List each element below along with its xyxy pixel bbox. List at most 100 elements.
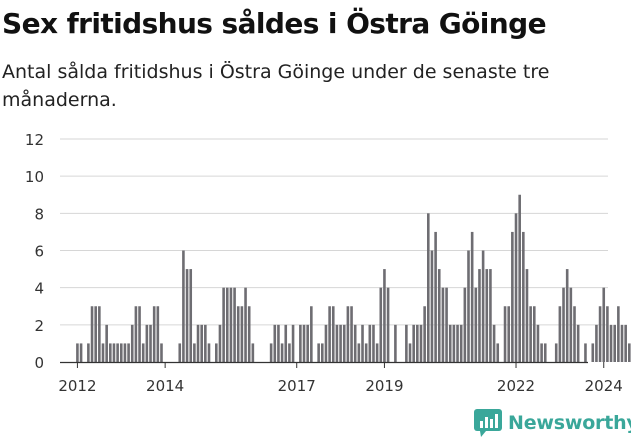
data-bar (269, 343, 273, 362)
data-bar (233, 287, 236, 362)
data-bar (145, 324, 149, 362)
data-bar (565, 269, 569, 362)
data-bar (207, 343, 211, 362)
data-bar (379, 287, 383, 362)
y-tick-label: 2 (34, 317, 44, 335)
data-bar (459, 324, 463, 362)
y-tick-label: 0 (34, 354, 44, 372)
data-bar (503, 306, 507, 362)
data-bar (204, 324, 207, 362)
data-bar (79, 343, 83, 362)
data-bar (321, 343, 324, 362)
data-bar (489, 269, 492, 362)
data-bar (339, 324, 342, 362)
data-bar (240, 306, 244, 362)
data-bar (525, 269, 529, 362)
data-bar (529, 306, 532, 362)
data-bar (445, 287, 448, 362)
data-bar (554, 343, 558, 362)
data-bar (427, 213, 430, 362)
data-bar (222, 287, 225, 362)
data-bar (328, 306, 331, 362)
data-bar (291, 324, 295, 362)
data-bar (105, 324, 108, 362)
data-bar (412, 324, 415, 362)
data-bar (368, 324, 372, 362)
bars (76, 194, 631, 362)
data-bar (138, 306, 141, 362)
data-bar (485, 269, 489, 362)
y-tick-label: 6 (34, 243, 44, 261)
data-bar (346, 306, 350, 362)
data-bar (430, 250, 434, 362)
data-bar (474, 287, 478, 362)
data-bar (288, 343, 291, 362)
data-bar (76, 343, 79, 362)
y-tick-label: 8 (34, 205, 44, 223)
data-bar (123, 343, 127, 362)
data-bar (116, 343, 119, 362)
data-bar (419, 324, 423, 362)
data-bar (193, 343, 196, 362)
data-bar (229, 287, 233, 362)
data-bar (310, 306, 313, 362)
data-bar (273, 324, 277, 362)
data-bar (353, 324, 357, 362)
x-tick-label: 2014 (146, 377, 184, 395)
data-bar (134, 306, 138, 362)
x-axis: 2012 2014 2017 2019 2022 2024 (58, 361, 623, 395)
chart-subtitle: Antal sålda fritidshus i Östra Göinge un… (2, 61, 550, 111)
data-bar (152, 306, 156, 362)
data-bar (130, 324, 134, 362)
data-bar (149, 324, 152, 362)
data-bar (178, 343, 182, 362)
data-bar (613, 324, 616, 362)
data-bar (467, 250, 470, 362)
data-bar (247, 306, 251, 362)
data-bar (357, 343, 361, 362)
data-bar (225, 287, 229, 362)
data-bar (496, 343, 500, 362)
data-bar (156, 306, 160, 362)
data-bar (317, 343, 320, 362)
data-bar (518, 194, 521, 362)
data-bar (324, 324, 328, 362)
data-bar (386, 287, 390, 362)
data-bar (335, 324, 339, 362)
newsworthy-logo-icon (474, 409, 502, 437)
data-bar (361, 324, 364, 362)
data-bar (215, 343, 218, 362)
data-bar (609, 324, 613, 362)
data-bar (196, 324, 200, 362)
data-bar (434, 231, 437, 362)
data-bar (182, 250, 185, 362)
data-bar (441, 287, 445, 362)
x-tick-label: 2022 (497, 377, 535, 395)
data-bar (280, 343, 284, 362)
data-bar (101, 343, 105, 362)
data-bar (244, 287, 247, 362)
data-bar (218, 324, 222, 362)
data-bar (624, 324, 627, 362)
data-bar (185, 269, 189, 362)
chart-title: Sex fritidshus såldes i Östra Göinge (2, 7, 547, 40)
data-bar (595, 324, 598, 362)
data-bar (584, 343, 587, 362)
x-tick-label: 2012 (58, 377, 96, 395)
data-bar (331, 306, 335, 362)
data-bar (543, 343, 547, 362)
data-bar (456, 324, 459, 362)
data-bar (98, 306, 101, 362)
data-bar (511, 231, 514, 362)
x-tick-label: 2017 (278, 377, 316, 395)
data-bar (375, 343, 379, 362)
data-bar (277, 324, 280, 362)
brand-logo[interactable]: Newsworthy (474, 408, 631, 438)
data-bar (492, 324, 496, 362)
data-bar (302, 324, 306, 362)
data-bar (620, 324, 624, 362)
data-bar (481, 250, 485, 362)
data-bar (372, 324, 375, 362)
data-bar (127, 343, 130, 362)
